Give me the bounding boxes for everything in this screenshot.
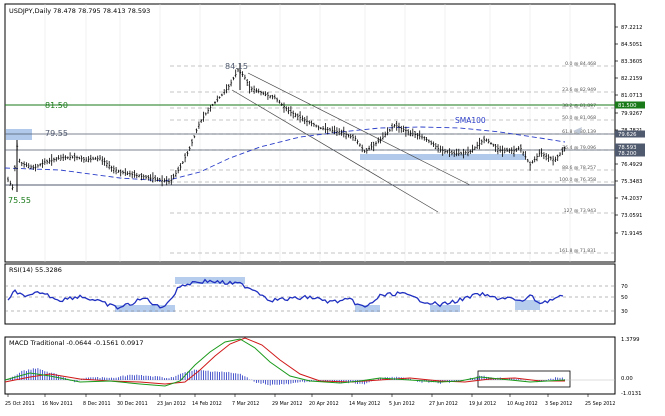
fib-label: 100.0 @ 76.358 <box>559 177 596 183</box>
date-axis-label: 29 Mar 2012 <box>272 401 302 407</box>
level-label-8415: 84.15 <box>225 62 248 71</box>
date-axis-label: 30 Dec 2011 <box>117 401 148 407</box>
sma100-line <box>4 126 566 182</box>
main-price-panel[interactable]: 0.0 @ 84.468 23.6 @ 82.949 38.2 @ 81.897 50… <box>4 3 616 263</box>
macd-main-line <box>4 338 566 387</box>
level-label-7555: 75.55 <box>8 196 31 205</box>
price-axis-label: 87.2212 <box>621 25 642 31</box>
date-axis: 25 Oct 2011 16 Nov 2011 8 Dec 2011 30 Dec 2… <box>5 394 615 407</box>
date-axis-label: 16 Nov 2011 <box>42 401 73 407</box>
date-axis-label: 25 Oct 2011 <box>5 401 35 407</box>
date-axis-label: 23 Jan 2012 <box>157 401 186 407</box>
date-axis-label: 5 Jun 2012 <box>389 401 415 407</box>
date-axis-label: 20 Apr 2012 <box>309 401 339 407</box>
price-bars <box>7 63 566 192</box>
price-axis-label: 74.2037 <box>621 196 642 202</box>
price-axis-label: 84.5051 <box>621 42 642 48</box>
price-axis-label: 73.0591 <box>621 213 642 219</box>
date-axis-label: 25 Sep 2012 <box>585 401 615 407</box>
price-axis-label: 76.4929 <box>621 162 642 168</box>
price-axis-label: 71.9145 <box>621 231 642 237</box>
fib-label: 88.6 @ 78.257 <box>562 165 596 171</box>
date-axis-label: 19 Jul 2012 <box>469 401 496 407</box>
rsi-axis: 70 50 30 <box>621 284 628 315</box>
macd-level-label: 1.3799 <box>621 337 640 343</box>
downtrend-channel <box>231 72 471 213</box>
macd-title: MACD Traditional -0.0644 -0.1561 0.0917 <box>9 339 144 347</box>
price-axis-label: 82.2159 <box>621 76 642 82</box>
sma100-label: SMA100 <box>455 116 486 125</box>
fib-label: 76.4 @ 79.096 <box>562 145 596 151</box>
price-tag: 81.500 <box>618 103 637 109</box>
price-tag: 79.626 <box>618 132 637 138</box>
rsi-level-label: 70 <box>621 284 628 290</box>
arrow-marker <box>573 127 582 134</box>
macd-level-label: 0.00 <box>621 376 633 382</box>
price-tag: 78.593 <box>618 145 637 151</box>
macd-axis: 1.3799 0.00 -1.0131 <box>621 337 641 397</box>
date-axis-label: 8 Dec 2011 <box>83 401 111 407</box>
macd-level-label: -1.0131 <box>621 391 641 397</box>
fib-label: 161.8 @ 71.831 <box>559 248 596 254</box>
price-tag: 78.200 <box>618 151 637 157</box>
chart-title: USDJPY,Daily 78.478 78.795 78.413 78.593 <box>9 7 150 15</box>
fib-label: 23.6 @ 82.949 <box>562 87 596 93</box>
date-axis-label: 27 Jun 2012 <box>429 401 458 407</box>
price-axis-label: 79.9267 <box>621 111 642 117</box>
macd-panel[interactable]: MACD Traditional -0.0644 -0.1561 0.0917 <box>4 336 616 395</box>
fib-label: 127 @ 73.943 <box>564 208 596 214</box>
rsi-level-label: 50 <box>621 295 628 301</box>
fib-label: 0.0 @ 84.468 <box>565 61 596 67</box>
price-axis-label: 81.0713 <box>621 93 642 99</box>
level-label-7955: 79.55 <box>45 129 68 138</box>
price-axis-label: 75.3483 <box>621 179 642 185</box>
rsi-line <box>7 278 564 310</box>
rsi-panel[interactable]: RSI(14) 55.3286 <box>4 263 616 325</box>
rsi-level-label: 30 <box>621 309 628 315</box>
date-axis-label: 10 Aug 2012 <box>507 401 538 407</box>
date-axis-label: 14 Feb 2012 <box>192 401 222 407</box>
level-label-8150: 81.50 <box>45 101 68 110</box>
date-axis-label: 3 Sep 2012 <box>545 401 572 407</box>
rsi-title: RSI(14) 55.3286 <box>9 266 62 274</box>
fib-label: 38.2 @ 81.897 <box>562 103 596 109</box>
date-axis-label: 14 May 2012 <box>349 401 380 407</box>
fib-label: 50.0 @ 81.068 <box>562 115 596 121</box>
date-axis-label: 7 Mar 2012 <box>232 401 259 407</box>
price-axis-label: 83.3605 <box>621 59 642 65</box>
